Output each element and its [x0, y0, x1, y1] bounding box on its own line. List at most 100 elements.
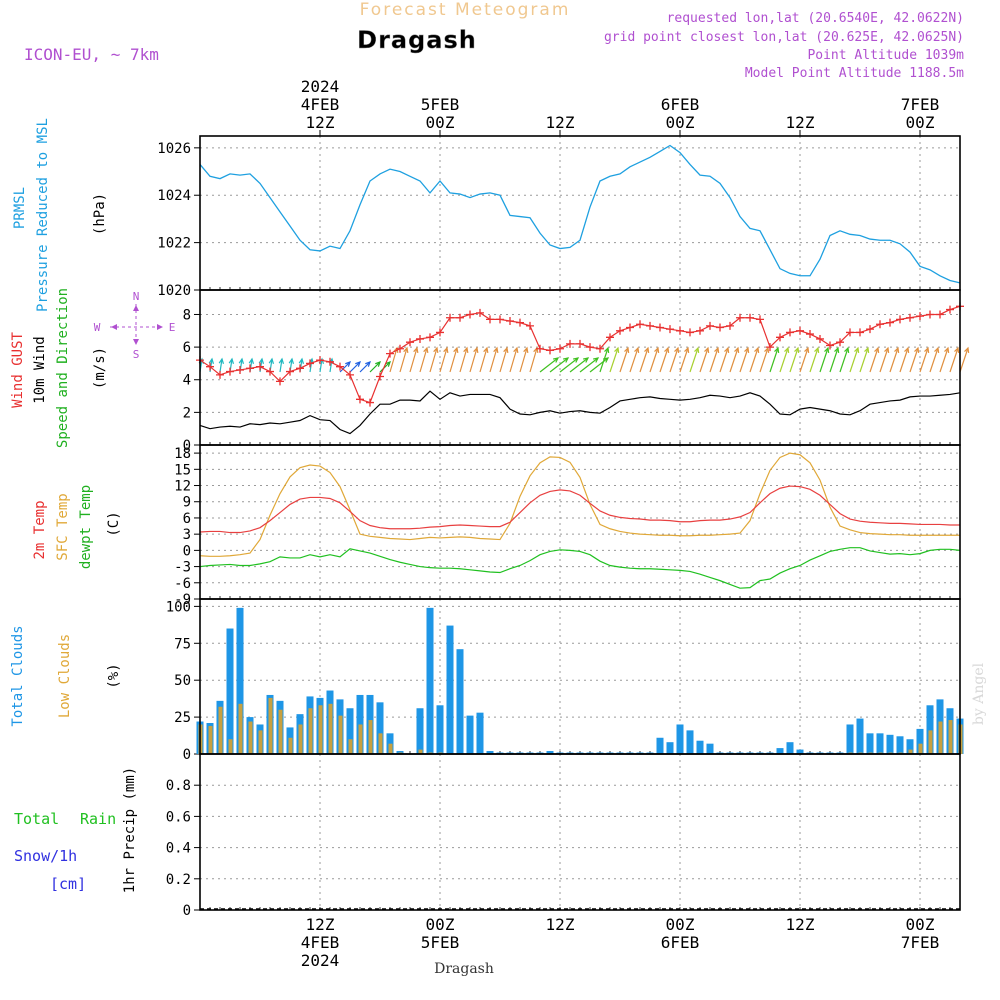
precip-total-label: Total	[14, 810, 59, 828]
wind-direction-arrow	[879, 347, 889, 373]
gust-marker	[926, 310, 934, 319]
total-cloud-bar	[436, 705, 444, 754]
y-tick-label: 0	[183, 903, 191, 919]
low-cloud-bar	[908, 749, 913, 754]
gust-marker	[576, 339, 584, 348]
total-cloud-bar	[696, 740, 704, 754]
gust-marker	[396, 344, 404, 353]
bottom-time-label: 5FEB	[421, 933, 460, 952]
requested-coords: requested lon,lat (20.6540E, 42.0622N)	[667, 11, 964, 26]
gust-marker	[506, 317, 514, 325]
y-tick-label: 1022	[157, 236, 191, 252]
wind-arrow-head	[704, 346, 710, 354]
wind-arrow-head	[463, 346, 469, 354]
wind-arrow-head	[268, 357, 275, 364]
gust-marker	[386, 349, 394, 358]
gust-marker	[856, 328, 864, 337]
y-tick-label: 1024	[157, 188, 191, 204]
gust-marker	[676, 326, 684, 335]
gust-marker	[306, 359, 314, 368]
wind-arrow-head	[393, 346, 399, 354]
wind-direction-arrow	[899, 347, 909, 373]
compass-south: S	[133, 348, 140, 361]
gust-marker	[346, 370, 354, 379]
gust-marker	[436, 328, 444, 337]
wind-direction-arrow	[479, 347, 488, 373]
bottom-time-label: 00Z	[666, 915, 695, 934]
wind-arrow-head	[375, 361, 381, 367]
wind-direction-arrow	[839, 347, 849, 373]
location-title: Dragash	[357, 26, 477, 54]
wind-direction-arrow	[449, 347, 458, 373]
wind-direction-arrow	[739, 347, 749, 373]
y-tick-label: 25	[174, 710, 191, 726]
gust-marker	[626, 323, 634, 332]
wind-arrow-head	[874, 346, 880, 354]
total-cloud-bar	[676, 724, 684, 754]
y-tick-label: 0	[183, 438, 191, 454]
low-cloud-bar	[258, 730, 263, 754]
gust-marker	[686, 328, 694, 337]
gust-marker	[296, 364, 304, 373]
compass-north: N	[133, 290, 140, 303]
gust-marker	[516, 318, 524, 327]
total-cloud-bar	[796, 749, 804, 754]
wind-arrow-head	[552, 357, 560, 363]
y-tick-label: 0.8	[166, 778, 191, 794]
gust-marker	[446, 313, 454, 322]
gust-marker	[796, 326, 804, 335]
gust-marker	[276, 377, 284, 386]
wind-arrow-head	[493, 346, 499, 354]
y-tick-label: 1020	[157, 283, 191, 299]
wind-arrow-head	[614, 346, 620, 354]
gust-marker	[886, 318, 894, 327]
wind-unit: (m/s)	[92, 347, 108, 389]
wind-direction-arrow	[279, 358, 283, 373]
wind-direction-arrow	[609, 347, 619, 373]
total-cloud-bar	[886, 734, 894, 754]
wind-direction-arrow	[959, 347, 969, 373]
wind-arrow-head	[423, 346, 429, 354]
gust-marker	[316, 356, 324, 365]
wind-direction-arrow	[539, 357, 559, 373]
ghost-title: Forecast Meteogram	[360, 0, 571, 20]
top-time-label: 12Z	[306, 113, 335, 132]
total-cloud-bar	[236, 607, 244, 754]
wind-direction-arrow	[359, 361, 371, 373]
wind-arrow-head	[483, 346, 489, 354]
wind-direction-arrow	[849, 347, 859, 373]
top-time-label: 00Z	[666, 113, 695, 132]
gust-marker	[426, 333, 434, 342]
low-cloud-bar	[418, 749, 423, 754]
dewpt-line	[199, 547, 961, 589]
gust-marker	[646, 321, 654, 330]
low-cloud-bar	[348, 739, 353, 754]
total-cloud-bar	[876, 733, 884, 754]
wind-direction-arrow	[319, 358, 323, 373]
t2m-line	[199, 485, 960, 534]
plot-area: 102010221024102602468-9-6-30369121518025…	[157, 77, 970, 970]
model-label: ICON-EU, ~ 7km	[24, 45, 159, 64]
wind-arrow-head	[814, 346, 820, 354]
wind-direction-arrow	[719, 347, 729, 373]
wind-arrow-head	[734, 346, 740, 354]
wind-direction-arrow	[619, 347, 629, 373]
low-cloud-bar	[228, 739, 233, 754]
wind-direction-arrow	[339, 361, 351, 373]
y-tick-label: 75	[174, 636, 191, 652]
gust-marker	[906, 313, 914, 322]
bottom-time-label: 4FEB	[301, 933, 340, 952]
gust-marker	[526, 321, 534, 330]
wind-direction-arrow	[789, 347, 799, 373]
gust-marker	[836, 338, 844, 347]
top-time-label: 00Z	[426, 113, 455, 132]
wind-direction-arrow	[909, 347, 919, 373]
wind-arrow-head	[724, 346, 730, 354]
wind-arrow-head	[238, 357, 245, 364]
wind-arrow-head	[634, 346, 640, 354]
low-cloud-bar	[368, 720, 373, 754]
wind-arrow-head	[248, 357, 255, 364]
panel-frame	[199, 444, 961, 600]
gust-marker	[286, 367, 294, 376]
wind-arrow-head	[258, 357, 265, 364]
